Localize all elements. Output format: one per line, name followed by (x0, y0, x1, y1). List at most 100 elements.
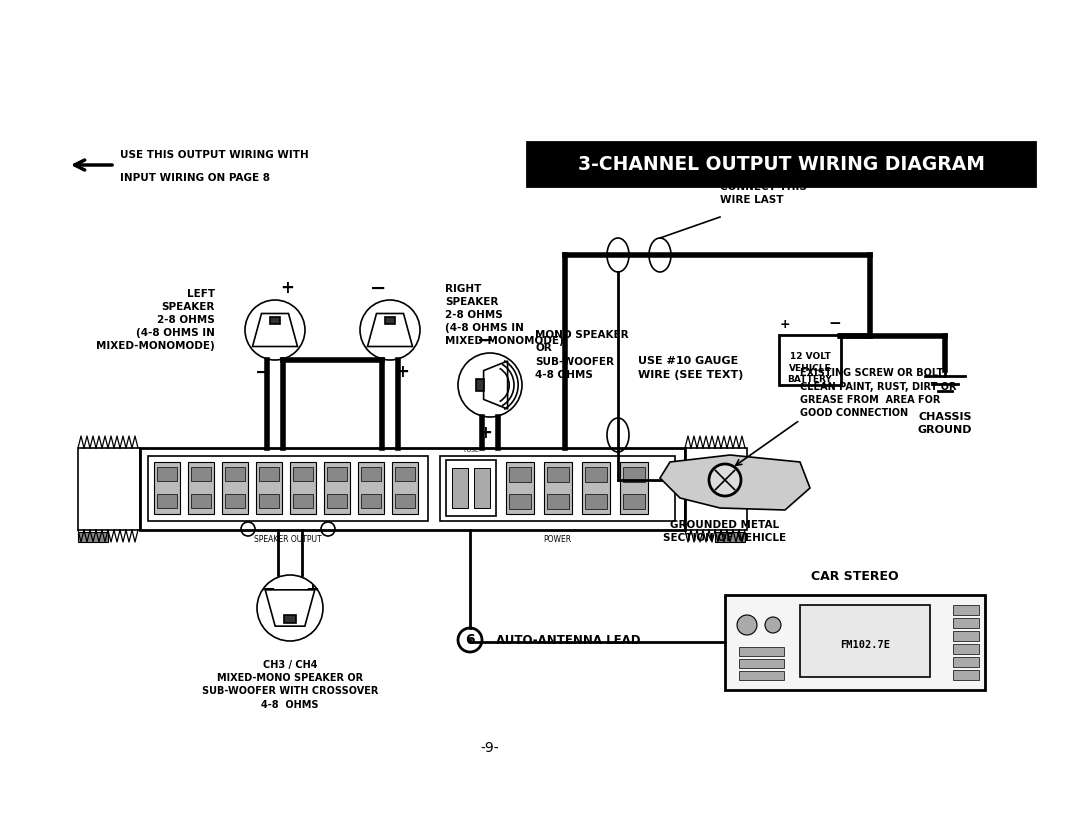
Bar (507, 462, 534, 514)
Bar (357, 462, 384, 514)
Text: +: + (780, 318, 791, 331)
Bar (259, 494, 279, 508)
Bar (157, 467, 177, 481)
Bar (685, 448, 747, 530)
Text: +: + (395, 363, 409, 381)
Bar (392, 462, 418, 514)
Bar (623, 494, 645, 509)
Polygon shape (266, 590, 314, 626)
Circle shape (458, 353, 522, 417)
Text: −: − (828, 316, 841, 331)
Text: +: + (305, 581, 319, 599)
Bar (384, 316, 395, 324)
Circle shape (737, 615, 757, 635)
Polygon shape (484, 361, 508, 409)
Text: USE THIS OUTPUT WIRING WITH: USE THIS OUTPUT WIRING WITH (120, 150, 309, 160)
Bar (739, 659, 784, 668)
Bar (140, 448, 685, 530)
Bar (446, 460, 496, 516)
Text: CONNECT THIS
WIRE LAST: CONNECT THIS WIRE LAST (720, 182, 807, 205)
Text: MONO SPEAKER
OR
SUB-WOOFER
4-8 OHMS: MONO SPEAKER OR SUB-WOOFER 4-8 OHMS (535, 330, 629, 379)
Bar (953, 657, 978, 667)
Bar (188, 462, 214, 514)
Bar (154, 462, 180, 514)
Bar (800, 605, 930, 677)
Text: 6: 6 (465, 633, 475, 647)
Text: +: + (280, 279, 294, 297)
Bar (546, 467, 569, 482)
Bar (509, 494, 531, 509)
Bar (324, 462, 350, 514)
Bar (953, 618, 978, 628)
Text: SPEAKER OUTPUT: SPEAKER OUTPUT (254, 535, 322, 544)
Text: 3-CHANNEL OUTPUT WIRING DIAGRAM: 3-CHANNEL OUTPUT WIRING DIAGRAM (578, 154, 985, 173)
Bar (157, 494, 177, 508)
Bar (474, 468, 490, 508)
Text: EXISTING SCREW OR BOLT
CLEAN PAINT, RUST, DIRT OR
GREASE FROM  AREA FOR
GOOD CON: EXISTING SCREW OR BOLT CLEAN PAINT, RUST… (800, 369, 957, 418)
Text: −: − (255, 363, 271, 381)
Bar (191, 467, 211, 481)
Polygon shape (253, 314, 297, 346)
Bar (582, 462, 610, 514)
Bar (148, 456, 428, 521)
Bar (327, 467, 347, 481)
Bar (293, 467, 313, 481)
Bar (361, 494, 381, 508)
Bar (361, 467, 381, 481)
Text: -9-: -9- (481, 741, 499, 755)
Bar (739, 671, 784, 680)
Text: RIGHT
SPEAKER
2-8 OHMS
(4-8 OHMS IN
MIXED-MONOMODE): RIGHT SPEAKER 2-8 OHMS (4-8 OHMS IN MIXE… (445, 284, 564, 346)
Text: USE #10 GAUGE
WIRE (SEE TEXT): USE #10 GAUGE WIRE (SEE TEXT) (638, 356, 743, 379)
Text: INPUT WIRING ON PAGE 8: INPUT WIRING ON PAGE 8 (120, 173, 270, 183)
Bar (725, 595, 985, 690)
Bar (475, 379, 484, 391)
Bar (327, 494, 347, 508)
Bar (779, 335, 841, 385)
Bar (291, 462, 316, 514)
Bar (78, 448, 140, 530)
Text: CAR STEREO: CAR STEREO (811, 570, 899, 583)
Bar (546, 494, 569, 509)
Circle shape (245, 300, 305, 360)
Text: CHASSIS
GROUND: CHASSIS GROUND (918, 412, 972, 435)
Bar (623, 467, 645, 482)
Bar (440, 456, 675, 521)
Text: −: − (476, 330, 494, 349)
Polygon shape (660, 455, 810, 510)
Bar (739, 647, 784, 656)
Text: FUSE: FUSE (463, 448, 478, 453)
Polygon shape (367, 314, 413, 346)
Circle shape (257, 575, 323, 641)
Bar (953, 631, 978, 641)
Bar (191, 494, 211, 508)
Bar (585, 467, 607, 482)
Bar (953, 670, 978, 680)
Bar (585, 494, 607, 509)
Bar (953, 644, 978, 654)
Bar (953, 605, 978, 615)
Text: −: − (369, 279, 387, 298)
Bar (395, 467, 415, 481)
Text: GROUNDED METAL
SECTION OF VEHICLE: GROUNDED METAL SECTION OF VEHICLE (663, 520, 786, 543)
Text: LEFT
SPEAKER
2-8 OHMS
(4-8 OHMS IN
MIXED-MONOMODE): LEFT SPEAKER 2-8 OHMS (4-8 OHMS IN MIXED… (96, 289, 215, 351)
Bar (453, 468, 468, 508)
Text: POWER: POWER (543, 535, 571, 544)
Bar (544, 462, 572, 514)
Text: CH3 / CH4
MIXED-MONO SPEAKER OR
SUB-WOOFER WITH CROSSOVER
4-8  OHMS: CH3 / CH4 MIXED-MONO SPEAKER OR SUB-WOOF… (202, 660, 378, 710)
Bar (284, 615, 296, 623)
Bar (527, 142, 1035, 186)
Bar (620, 462, 648, 514)
Bar (293, 494, 313, 508)
Text: FM102.7E: FM102.7E (840, 640, 890, 650)
Bar (270, 316, 281, 324)
Circle shape (765, 617, 781, 633)
Bar (509, 467, 531, 482)
Text: 12 VOLT
VEHICLE
BATTERY: 12 VOLT VEHICLE BATTERY (787, 353, 833, 384)
Text: AUTO-ANTENNA LEAD: AUTO-ANTENNA LEAD (496, 634, 640, 646)
Bar (222, 462, 248, 514)
Bar (395, 494, 415, 508)
Bar (78, 532, 108, 542)
Bar (225, 467, 245, 481)
Text: −: − (260, 581, 275, 599)
Text: +: + (478, 424, 491, 442)
